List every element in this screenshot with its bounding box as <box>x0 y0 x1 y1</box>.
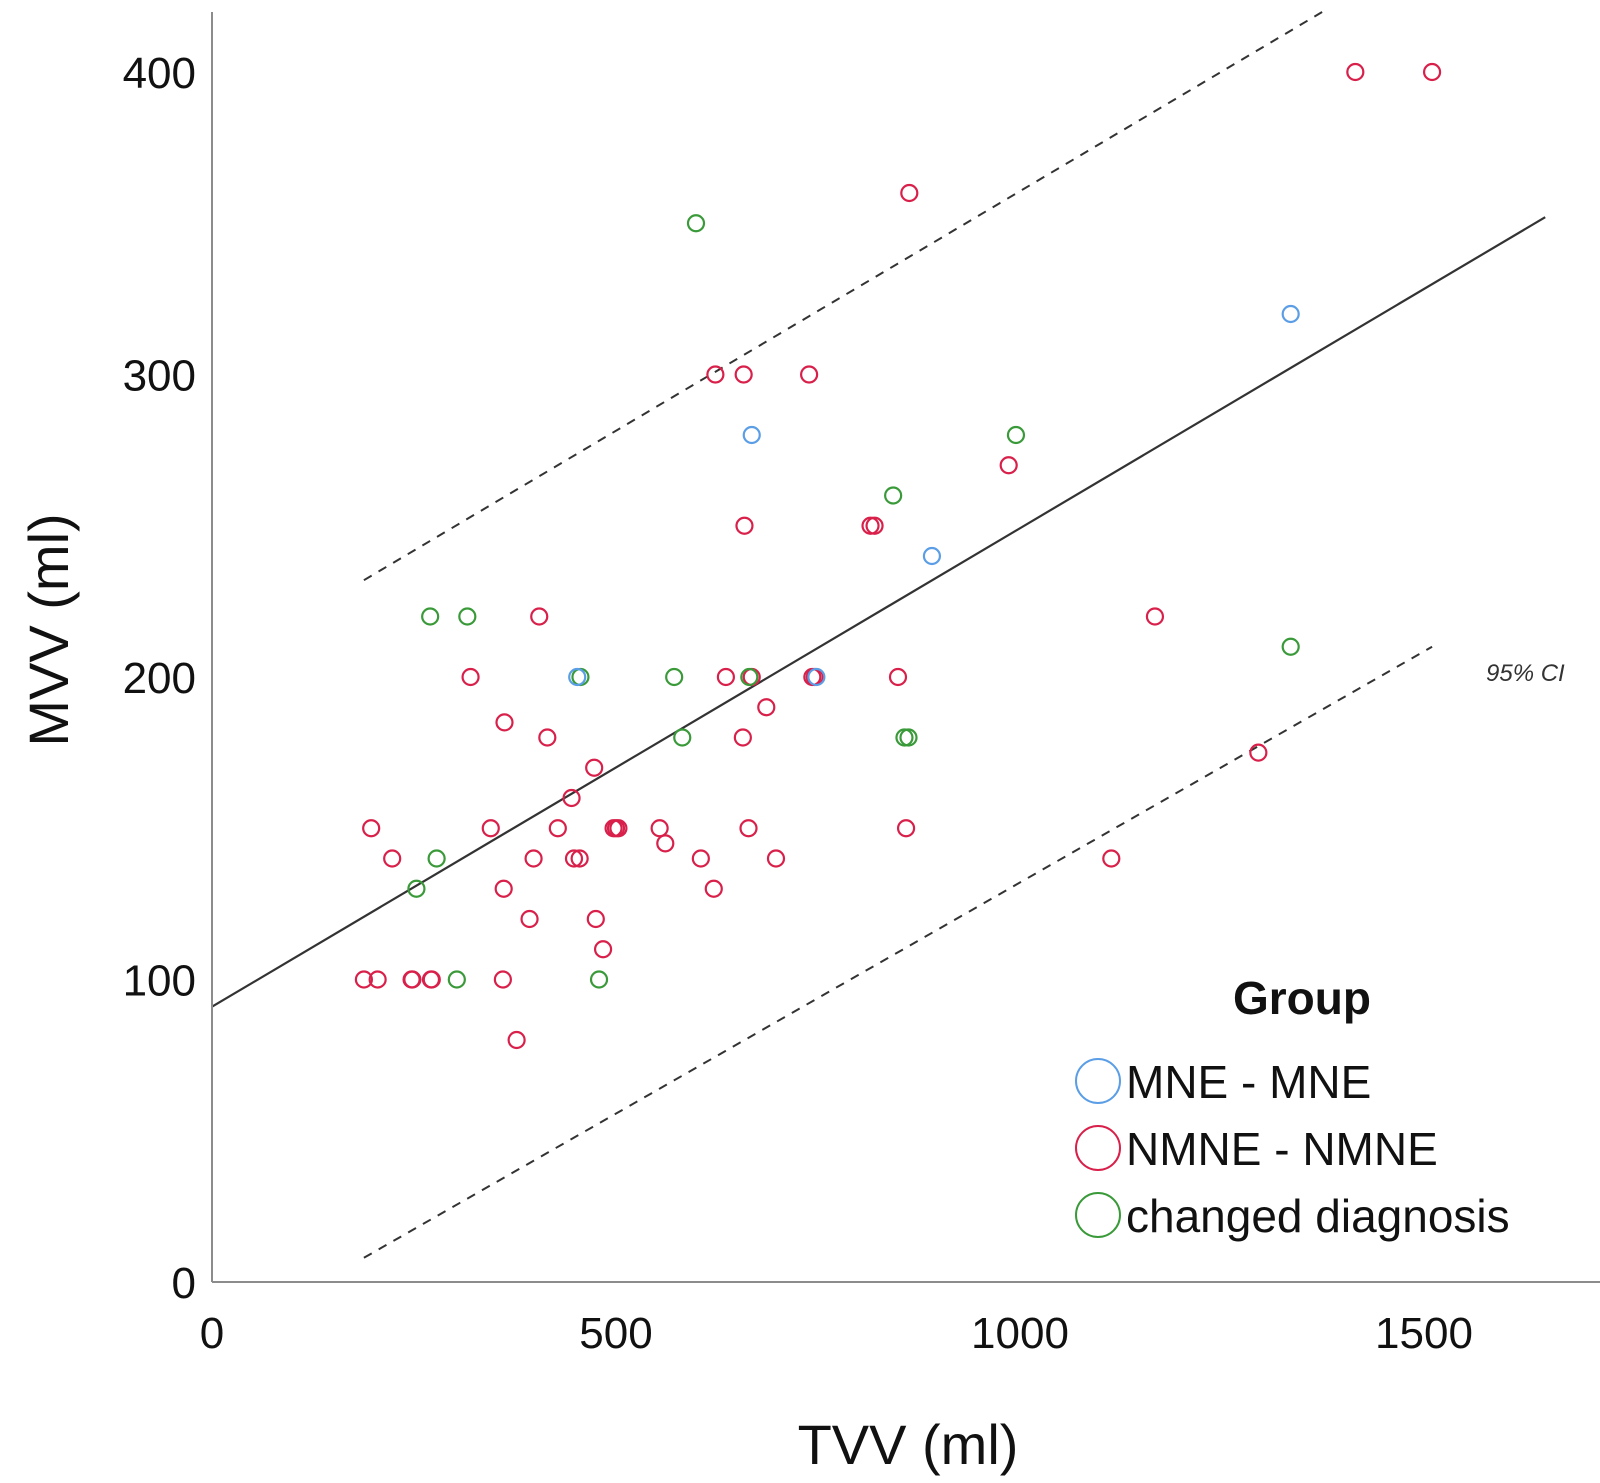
data-point <box>589 970 609 989</box>
data-point <box>650 819 669 838</box>
data-point <box>888 667 908 687</box>
data-point <box>1346 62 1365 82</box>
data-point <box>884 486 903 505</box>
data-point <box>733 728 752 747</box>
data-point <box>1281 637 1300 656</box>
y-tick-labels: 0 100 200 300 400 <box>123 49 196 1308</box>
x-axis-title: TVV (ml) <box>798 1413 1019 1476</box>
data-point <box>530 607 549 626</box>
data-points <box>354 62 1442 1050</box>
data-point <box>458 607 477 626</box>
data-point <box>524 849 543 868</box>
ci-lower-line <box>363 645 1433 1259</box>
data-point <box>548 819 567 838</box>
data-point <box>716 667 735 687</box>
data-point <box>896 819 916 838</box>
data-point <box>1006 425 1026 445</box>
ci-label: 95% CI <box>1486 660 1565 687</box>
data-point <box>593 940 613 959</box>
data-point <box>586 909 605 929</box>
data-point <box>403 970 422 989</box>
x-tick-label: 1500 <box>1375 1309 1473 1358</box>
data-point <box>665 667 684 687</box>
data-point <box>807 667 826 687</box>
data-point <box>865 516 884 535</box>
data-point <box>562 788 581 808</box>
data-point <box>735 516 754 535</box>
data-point <box>1102 849 1121 868</box>
data-point <box>1145 607 1165 626</box>
data-point <box>704 879 723 898</box>
data-point <box>362 819 381 838</box>
legend-title: Group <box>1233 972 1371 1024</box>
data-point <box>734 365 753 384</box>
legend-label: NMNE - NMNE <box>1126 1123 1438 1175</box>
y-tick-label: 200 <box>123 654 196 703</box>
y-tick-label: 0 <box>172 1259 196 1308</box>
data-point <box>800 365 819 384</box>
data-point <box>757 698 776 717</box>
data-point <box>739 819 758 838</box>
data-point <box>1422 62 1442 82</box>
legend-label: MNE - MNE <box>1126 1056 1371 1108</box>
data-point <box>447 970 466 989</box>
legend-entries: MNE - MNE NMNE - NMNE changed diagnosis <box>1075 1056 1510 1242</box>
data-point <box>368 970 387 989</box>
data-point <box>538 728 557 747</box>
data-point <box>564 849 584 868</box>
data-point <box>507 1030 526 1050</box>
data-point <box>585 758 604 777</box>
data-point <box>686 214 706 233</box>
data-point <box>922 546 942 566</box>
data-point <box>766 849 786 868</box>
x-tick-labels: 0 500 1000 1500 <box>200 1309 1473 1358</box>
legend-label: changed diagnosis <box>1126 1190 1510 1242</box>
data-point <box>481 819 500 838</box>
data-point <box>609 819 628 838</box>
confidence-interval-lines <box>363 10 1433 1259</box>
data-point <box>570 849 589 868</box>
data-point <box>706 365 725 384</box>
legend-marker <box>1075 1125 1121 1171</box>
data-point <box>691 849 710 868</box>
data-point <box>740 667 759 687</box>
data-point <box>383 849 402 868</box>
legend-marker <box>1075 1192 1121 1238</box>
x-tick-label: 500 <box>579 1309 652 1358</box>
y-tick-label: 400 <box>123 49 196 98</box>
data-point <box>673 728 692 747</box>
data-point <box>1281 304 1300 324</box>
data-point <box>899 728 918 747</box>
data-point <box>520 909 539 929</box>
data-point <box>461 667 480 687</box>
data-point <box>354 970 374 989</box>
x-tick-label: 0 <box>200 1309 224 1358</box>
data-point <box>900 183 919 203</box>
y-axis-title: MVV (ml) <box>17 513 80 746</box>
data-point <box>494 879 513 898</box>
y-tick-label: 300 <box>123 352 196 401</box>
x-tick-label: 1000 <box>971 1309 1069 1358</box>
data-point <box>742 425 761 445</box>
data-point <box>422 970 441 989</box>
data-point <box>1249 743 1268 762</box>
legend: Group MNE - MNE NMNE - NMNE changed diagno… <box>1075 972 1510 1242</box>
data-point <box>421 607 440 626</box>
data-point <box>656 834 675 853</box>
legend-marker <box>1075 1058 1121 1104</box>
data-point <box>495 713 514 732</box>
data-point <box>407 879 426 898</box>
data-point <box>493 970 512 989</box>
regression-line <box>211 216 1546 1008</box>
data-point <box>568 667 587 687</box>
data-point <box>427 849 446 868</box>
regression-line-group <box>211 216 1546 1008</box>
data-point <box>999 456 1018 475</box>
y-tick-label: 100 <box>123 957 196 1006</box>
ci-upper-line <box>363 10 1324 582</box>
